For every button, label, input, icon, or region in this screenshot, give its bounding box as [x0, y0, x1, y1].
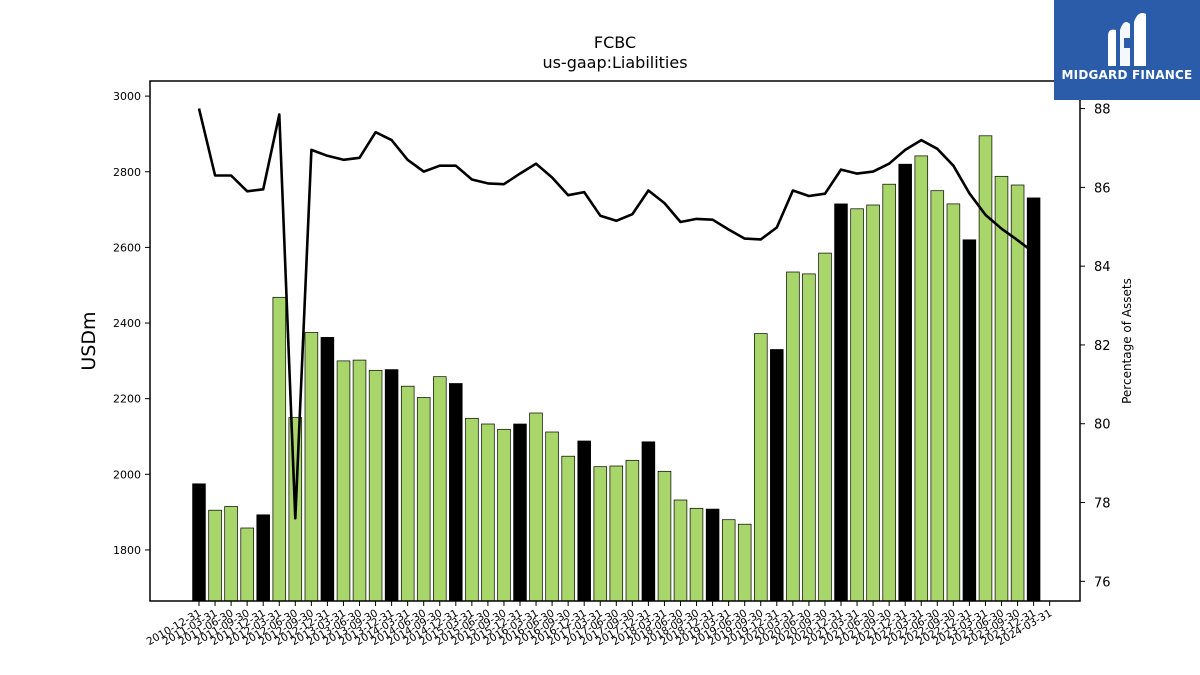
- bar: [352, 359, 367, 602]
- bar: [433, 376, 447, 602]
- bar: [400, 385, 415, 602]
- bar: [304, 332, 319, 602]
- y2-tick-label: 76: [1094, 575, 1111, 590]
- y-tick-label: 2800: [113, 166, 141, 179]
- bar: [368, 369, 383, 602]
- bar: [770, 349, 784, 602]
- y2-tick-label: 88: [1094, 103, 1111, 118]
- y-tick-label: 2600: [113, 241, 141, 254]
- bar: [577, 440, 591, 602]
- y-tick-label: 1800: [113, 544, 141, 557]
- logo-text: MIDGARD FINANCE: [1061, 68, 1193, 82]
- y-axis-right: 76 78 80 82 84 86 88: [1080, 103, 1111, 590]
- bar: [272, 296, 287, 602]
- bar: [721, 519, 736, 602]
- y-tick-label: 2400: [113, 317, 141, 330]
- bar: [914, 155, 929, 602]
- bar: [737, 523, 752, 602]
- bar: [946, 203, 961, 602]
- bar: [320, 337, 335, 602]
- bar: [625, 459, 640, 602]
- bar: [882, 183, 896, 602]
- bar: [673, 499, 688, 602]
- percentage-line: [197, 108, 1035, 520]
- bar: [978, 135, 993, 602]
- y-axis-label: USDm: [78, 311, 100, 370]
- bar: [866, 204, 880, 602]
- y2-tick-label: 78: [1094, 497, 1111, 512]
- bar: [657, 470, 672, 602]
- bar: [561, 455, 575, 602]
- bar: [481, 423, 495, 602]
- y-tick-label: 2000: [113, 468, 141, 481]
- bar: [818, 252, 832, 602]
- bar: [994, 175, 1009, 602]
- chart-title: FCBC: [594, 33, 636, 52]
- y-axis-left: 1800 2000 2200 2400 2600 2800 3000: [113, 90, 150, 557]
- logo-icon: [1108, 13, 1146, 66]
- bar: [962, 239, 977, 602]
- y2-tick-label: 82: [1094, 339, 1111, 354]
- bar: [1010, 184, 1025, 602]
- bar: [1026, 197, 1041, 602]
- bar: [834, 203, 848, 602]
- bar: [545, 431, 559, 602]
- bar: [240, 527, 254, 602]
- plot-frame: [149, 80, 1081, 602]
- y2-axis-label: Percentage of Assets: [1120, 278, 1134, 404]
- chart-subtitle: us-gaap:Liabilities: [542, 53, 687, 72]
- bar: [609, 465, 624, 602]
- bar: [497, 428, 511, 602]
- bar: [336, 360, 351, 602]
- y2-tick-label: 84: [1094, 260, 1111, 275]
- y2-tick-label: 86: [1094, 181, 1111, 196]
- bar: [465, 417, 479, 602]
- y2-tick-label: 80: [1094, 418, 1111, 433]
- bar: [384, 369, 399, 602]
- bar: [802, 273, 816, 602]
- bar: [641, 441, 656, 602]
- bar: [850, 208, 864, 602]
- bar: [416, 397, 431, 602]
- bar: [786, 271, 800, 602]
- bar: [898, 163, 912, 602]
- bar: [449, 383, 463, 602]
- brand-logo: MIDGARD FINANCE: [1054, 0, 1200, 100]
- bar: [208, 509, 222, 602]
- line-group: [197, 108, 1035, 520]
- y-tick-label: 2200: [113, 393, 141, 406]
- x-axis: 2010-12-312011-03-312011-06-302011-09-30…: [145, 601, 1054, 648]
- bar: [529, 412, 543, 602]
- bar: [705, 508, 720, 602]
- bar: [689, 507, 704, 602]
- bar: [256, 514, 270, 602]
- bar-group: [192, 135, 1041, 602]
- bar: [930, 190, 945, 602]
- bar: [593, 466, 608, 602]
- bar: [192, 483, 206, 602]
- bar: [513, 423, 527, 602]
- bar: [224, 506, 238, 602]
- y-tick-label: 3000: [113, 90, 141, 103]
- bar: [754, 333, 768, 602]
